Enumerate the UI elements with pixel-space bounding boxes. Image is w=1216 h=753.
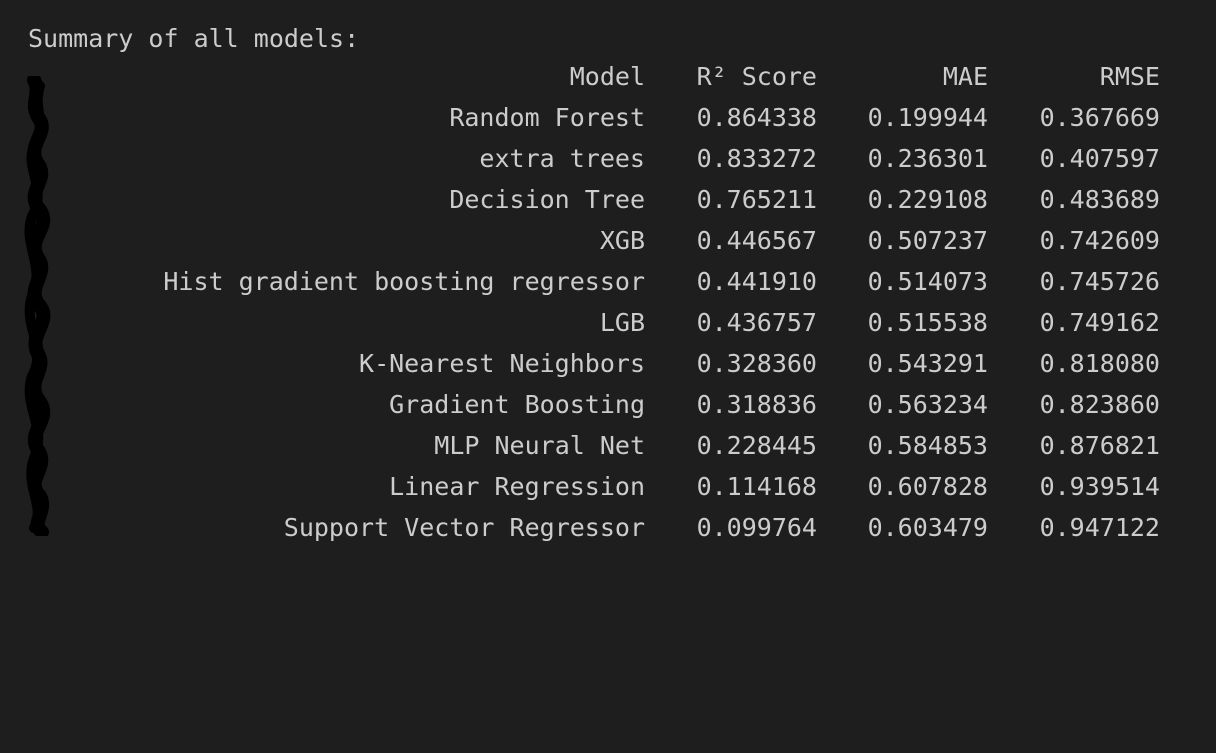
- output-title: Summary of all models:: [28, 24, 360, 53]
- header-rmse: RMSE: [1099, 62, 1160, 91]
- results-table: Model R² Score MAE RMSE Random Forest 0.…: [0, 56, 1216, 548]
- cell-mae: 0.543291: [867, 349, 988, 378]
- table-row: K-Nearest Neighbors 0.328360 0.543291 0.…: [0, 343, 1216, 384]
- cell-rmse: 0.483689: [1039, 185, 1160, 214]
- cell-rmse: 0.939514: [1039, 472, 1160, 501]
- cell-model: Random Forest: [449, 103, 645, 132]
- cell-model: Support Vector Regressor: [283, 513, 645, 542]
- cell-mae: 0.236301: [867, 144, 988, 173]
- table-row: Hist gradient boosting regressor 0.44191…: [0, 261, 1216, 302]
- cell-r2-score: 0.436757: [696, 308, 817, 337]
- cell-mae: 0.507237: [867, 226, 988, 255]
- table-row: Support Vector Regressor 0.099764 0.6034…: [0, 507, 1216, 548]
- cell-rmse: 0.818080: [1039, 349, 1160, 378]
- index-redaction-scribble: [24, 76, 51, 536]
- cell-mae: 0.584853: [867, 431, 988, 460]
- table-row: XGB 0.446567 0.507237 0.742609: [0, 220, 1216, 261]
- table-row: Decision Tree 0.765211 0.229108 0.483689: [0, 179, 1216, 220]
- header-model: Model: [569, 62, 645, 91]
- cell-rmse: 0.749162: [1039, 308, 1160, 337]
- cell-r2-score: 0.441910: [696, 267, 817, 296]
- table-row: LGB 0.436757 0.515538 0.749162: [0, 302, 1216, 343]
- cell-r2-score: 0.328360: [696, 349, 817, 378]
- cell-rmse: 0.745726: [1039, 267, 1160, 296]
- cell-model: K-Nearest Neighbors: [359, 349, 645, 378]
- table-row: extra trees 0.833272 0.236301 0.407597: [0, 138, 1216, 179]
- cell-rmse: 0.823860: [1039, 390, 1160, 419]
- cell-r2-score: 0.765211: [696, 185, 817, 214]
- cell-mae: 0.603479: [867, 513, 988, 542]
- cell-r2-score: 0.446567: [696, 226, 817, 255]
- cell-mae: 0.229108: [867, 185, 988, 214]
- cell-r2-score: 0.228445: [696, 431, 817, 460]
- cell-r2-score: 0.833272: [696, 144, 817, 173]
- table-row: MLP Neural Net 0.228445 0.584853 0.87682…: [0, 425, 1216, 466]
- cell-rmse: 0.742609: [1039, 226, 1160, 255]
- cell-rmse: 0.947122: [1039, 513, 1160, 542]
- header-mae: MAE: [942, 62, 988, 91]
- cell-model: Hist gradient boosting regressor: [163, 267, 645, 296]
- cell-rmse: 0.367669: [1039, 103, 1160, 132]
- header-r2-score: R² Score: [696, 62, 817, 91]
- cell-model: Gradient Boosting: [389, 390, 645, 419]
- cell-mae: 0.199944: [867, 103, 988, 132]
- cell-r2-score: 0.318836: [696, 390, 817, 419]
- cell-r2-score: 0.114168: [696, 472, 817, 501]
- table-row: Linear Regression 0.114168 0.607828 0.93…: [0, 466, 1216, 507]
- cell-model: MLP Neural Net: [434, 431, 645, 460]
- cell-model: extra trees: [479, 144, 645, 173]
- cell-model: LGB: [599, 308, 645, 337]
- cell-mae: 0.515538: [867, 308, 988, 337]
- terminal-output: Summary of all models: Model R² Score MA…: [24, 24, 1160, 542]
- table-row: Gradient Boosting 0.318836 0.563234 0.82…: [0, 384, 1216, 425]
- cell-mae: 0.607828: [867, 472, 988, 501]
- cell-r2-score: 0.864338: [696, 103, 817, 132]
- table-header-row: Model R² Score MAE RMSE: [0, 56, 1216, 97]
- cell-rmse: 0.407597: [1039, 144, 1160, 173]
- cell-model: Linear Regression: [389, 472, 645, 501]
- cell-mae: 0.563234: [867, 390, 988, 419]
- cell-mae: 0.514073: [867, 267, 988, 296]
- cell-rmse: 0.876821: [1039, 431, 1160, 460]
- cell-model: XGB: [599, 226, 645, 255]
- cell-r2-score: 0.099764: [696, 513, 817, 542]
- cell-model: Decision Tree: [449, 185, 645, 214]
- table-row: Random Forest 0.864338 0.199944 0.367669: [0, 97, 1216, 138]
